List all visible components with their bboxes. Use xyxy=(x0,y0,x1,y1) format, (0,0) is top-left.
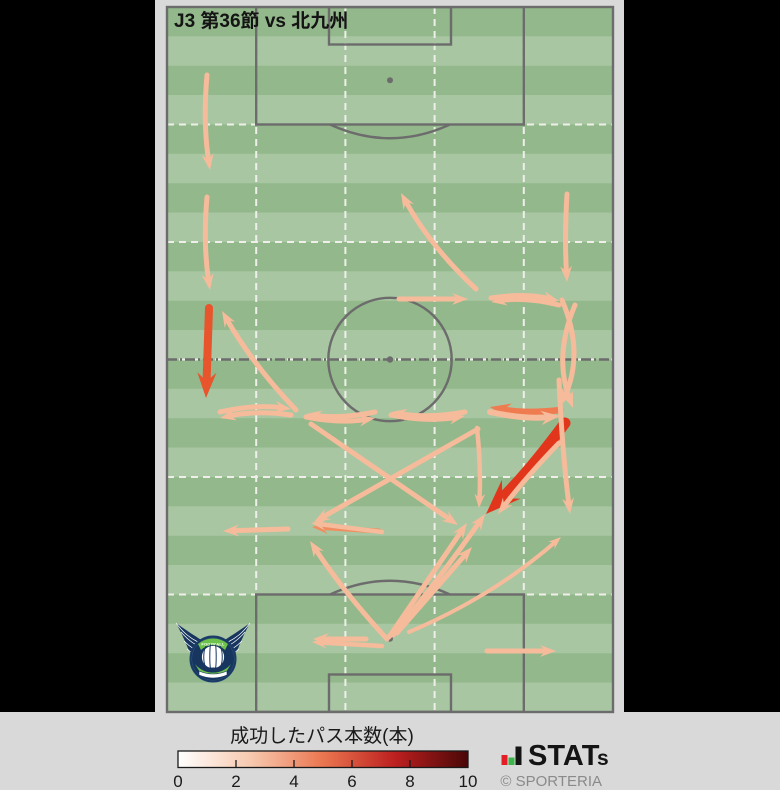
svg-text:2: 2 xyxy=(231,772,240,790)
svg-text:4: 4 xyxy=(289,772,298,790)
svg-text:s: s xyxy=(597,747,609,770)
svg-text:J3 第36節 vs 北九州: J3 第36節 vs 北九州 xyxy=(174,10,348,32)
svg-text:1963: 1963 xyxy=(209,667,216,671)
svg-text:6: 6 xyxy=(347,772,356,790)
svg-text:© SPORTERIA: © SPORTERIA xyxy=(500,773,602,790)
svg-text:成功したパス本数(本): 成功したパス本数(本) xyxy=(230,725,414,747)
svg-text:8: 8 xyxy=(405,772,414,790)
svg-text:STAT: STAT xyxy=(528,740,600,772)
svg-text:10: 10 xyxy=(459,772,478,790)
svg-text:0: 0 xyxy=(173,772,182,790)
